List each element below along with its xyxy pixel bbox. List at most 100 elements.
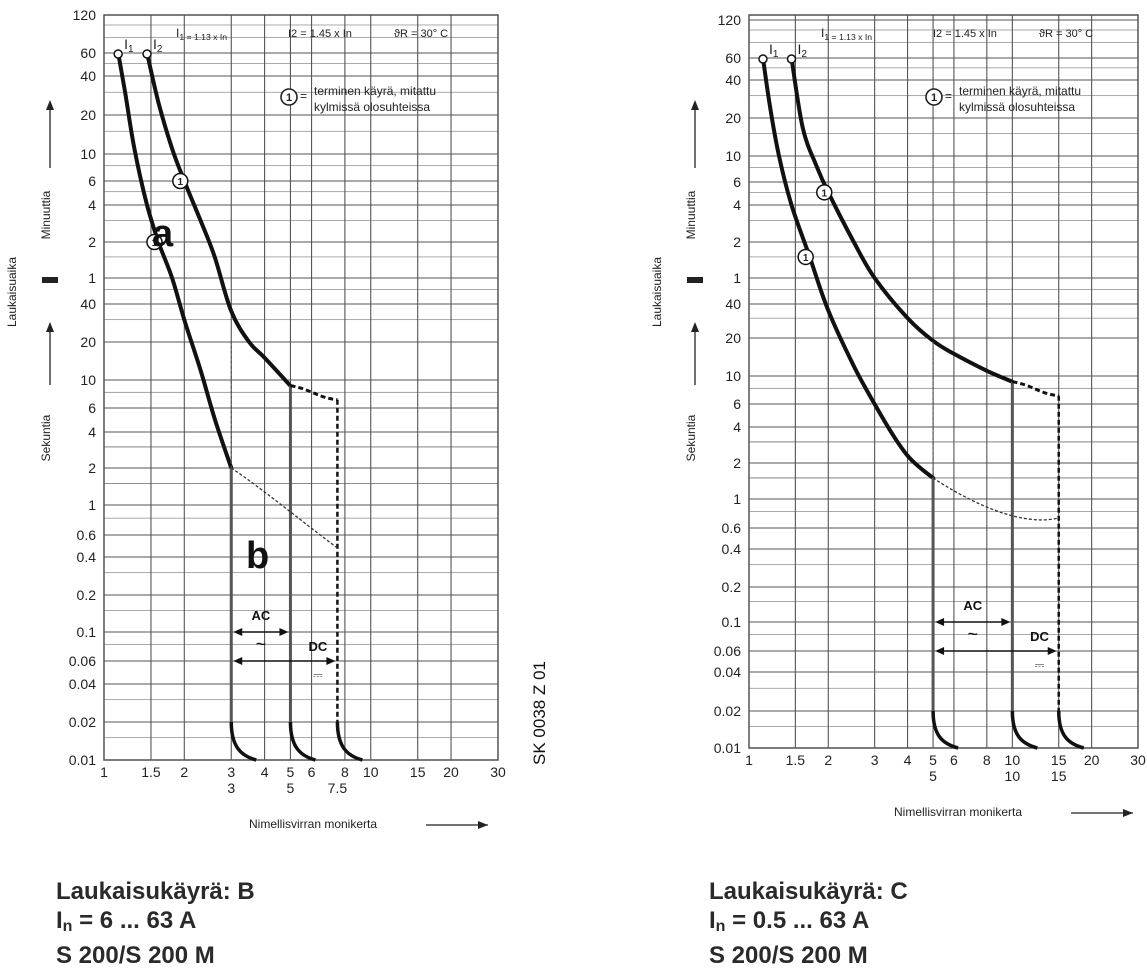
x-tick-label: 4 xyxy=(904,752,912,768)
zone-label-a: a xyxy=(152,213,174,255)
thermal-marker-text: 1 xyxy=(178,177,184,188)
ac-symbol: ~ xyxy=(967,624,978,644)
x-tick-label: 20 xyxy=(443,764,459,780)
instantaneous-trip-tail xyxy=(931,710,959,750)
x-tick-label: 20 xyxy=(1084,752,1100,768)
y-tick-label-seconds: 40 xyxy=(725,296,741,312)
legend-line2: kylmissä olosuhteissa xyxy=(314,100,430,114)
series-line-i2 xyxy=(789,56,1015,384)
legend-dash: = xyxy=(945,89,952,103)
thermal-marker-text: 1 xyxy=(152,238,158,249)
x-axis-arrow-head xyxy=(478,821,488,829)
x-tick-label-second-row: 7.5 xyxy=(328,780,348,796)
caption-c-rating: In = 0.5 ... 63 A xyxy=(709,907,870,935)
dc-symbol: ⎓ xyxy=(313,668,323,682)
x-tick-label: 1 xyxy=(745,752,753,768)
ac-symbol: ~ xyxy=(256,634,267,654)
instantaneous-trip-tail xyxy=(288,721,316,762)
seconds-arrow-head xyxy=(691,322,699,332)
legend-symbol-text: 1 xyxy=(286,92,292,104)
y-seconds-label: Sekuntia xyxy=(684,414,698,461)
x-tick-label: 8 xyxy=(341,764,349,780)
x-tick-label: 15 xyxy=(410,764,426,780)
y-tick-label-seconds: 10 xyxy=(725,368,741,384)
legend-symbol-text: 1 xyxy=(931,92,937,104)
instantaneous-trip-tail xyxy=(1056,710,1085,750)
x-tick-label: 5 xyxy=(929,752,937,768)
legend-line1: terminen käyrä, mitattu xyxy=(959,84,1081,98)
y-tick-label-minutes: 2 xyxy=(733,234,741,250)
dc-symbol: ⎓ xyxy=(1035,658,1045,672)
y-tick-label-seconds: 0.02 xyxy=(69,714,96,730)
y-tick-label-seconds: 0.04 xyxy=(714,664,741,680)
dc-extension-upper xyxy=(290,384,338,402)
y-tick-label-seconds: 1 xyxy=(733,491,741,507)
series-label-i1: I1 xyxy=(124,36,134,55)
y-tick-label-minutes: 4 xyxy=(88,197,96,213)
y-minutes-label: Minuuttia xyxy=(684,190,698,239)
seconds-arrow-head xyxy=(46,322,54,332)
x-tick-label: 6 xyxy=(950,752,958,768)
y-tick-label-minutes: 60 xyxy=(725,50,741,66)
y-tick-label-minutes: 10 xyxy=(80,146,96,162)
y-tick-label-minutes: 2 xyxy=(88,234,96,250)
x-tick-label-second-row: 15 xyxy=(1051,768,1067,784)
y-tick-label-seconds: 0.4 xyxy=(77,549,97,565)
y-tick-label-minutes: 40 xyxy=(80,68,96,84)
y-tick-label-seconds: 4 xyxy=(88,424,96,440)
x-tick-label: 10 xyxy=(1005,752,1021,768)
y-tick-label-seconds: 0.2 xyxy=(77,587,97,603)
y-tick-label-seconds: 0.04 xyxy=(69,676,96,692)
series-start-marker xyxy=(113,49,123,59)
y-minutes-label: Minuuttia xyxy=(39,190,53,239)
legend-line2: kylmissä olosuhteissa xyxy=(959,100,1075,114)
thermal-marker-text: 1 xyxy=(803,253,809,264)
y-tick-label-seconds: 0.6 xyxy=(77,527,97,543)
y-tick-label-seconds: 0.1 xyxy=(77,624,97,640)
dc-label: DC xyxy=(309,639,328,654)
x-axis-label: Nimellisvirran monikerta xyxy=(894,805,1022,819)
series-line-i2 xyxy=(145,51,293,388)
caption-c-model: S 200/S 200 M xyxy=(709,942,868,969)
x-tick-label: 3 xyxy=(871,752,879,768)
series-label-i1: I1 xyxy=(769,41,779,60)
x-tick-label: 2 xyxy=(180,764,188,780)
x-tick-label: 1 xyxy=(100,764,108,780)
series-label-i2: I2 xyxy=(153,36,163,55)
thermal-marker-icon xyxy=(797,248,814,266)
series-label-i2: I2 xyxy=(797,41,807,60)
y-tick-label-minutes: 6 xyxy=(88,173,96,189)
y-tick-label-minutes: 120 xyxy=(718,12,742,28)
x-tick-label: 4 xyxy=(261,764,269,780)
header-i2: I2 = 1.45 x In xyxy=(933,28,997,40)
x-tick-label: 30 xyxy=(1130,752,1146,768)
series-line-i1 xyxy=(761,56,936,480)
y-axis-label: Laukaisuaika xyxy=(5,257,19,327)
x-tick-label-second-row: 3 xyxy=(227,780,235,796)
y-tick-label-seconds: 0.06 xyxy=(714,643,741,659)
side-reference-text: SK 0038 Z 01 xyxy=(530,661,549,765)
thermal-marker-text: 1 xyxy=(821,188,827,199)
y-tick-label-seconds: 0.06 xyxy=(69,653,96,669)
thermal-marker-icon xyxy=(172,172,189,190)
y-tick-label-minutes: 20 xyxy=(80,107,96,123)
x-tick-label-second-row: 10 xyxy=(1005,768,1021,784)
axis-divider-bar xyxy=(687,277,703,283)
dc-label: DC xyxy=(1030,629,1049,644)
x-axis-arrow-head xyxy=(1123,809,1133,817)
legend-dash: = xyxy=(300,89,307,103)
x-tick-label: 1.5 xyxy=(786,752,806,768)
axis-divider-bar xyxy=(42,277,58,283)
caption-c: Laukaisukäyrä: C In = 0.5 ... 63 A S 200… xyxy=(709,877,908,970)
y-tick-label-seconds: 0.2 xyxy=(722,579,742,595)
y-tick-label-minutes: 1 xyxy=(733,270,741,286)
y-tick-label-minutes: 60 xyxy=(80,45,96,61)
header-i1: I1 = 1.13 x In xyxy=(821,26,872,42)
series-line-i1 xyxy=(116,51,234,470)
series-start-marker xyxy=(758,54,768,64)
y-tick-label-minutes: 10 xyxy=(725,148,741,164)
y-tick-label-minutes: 20 xyxy=(725,110,741,126)
x-tick-label-second-row: 5 xyxy=(929,768,937,784)
instantaneous-trip-tail xyxy=(229,721,257,762)
dc-extension-lower xyxy=(932,477,1059,521)
